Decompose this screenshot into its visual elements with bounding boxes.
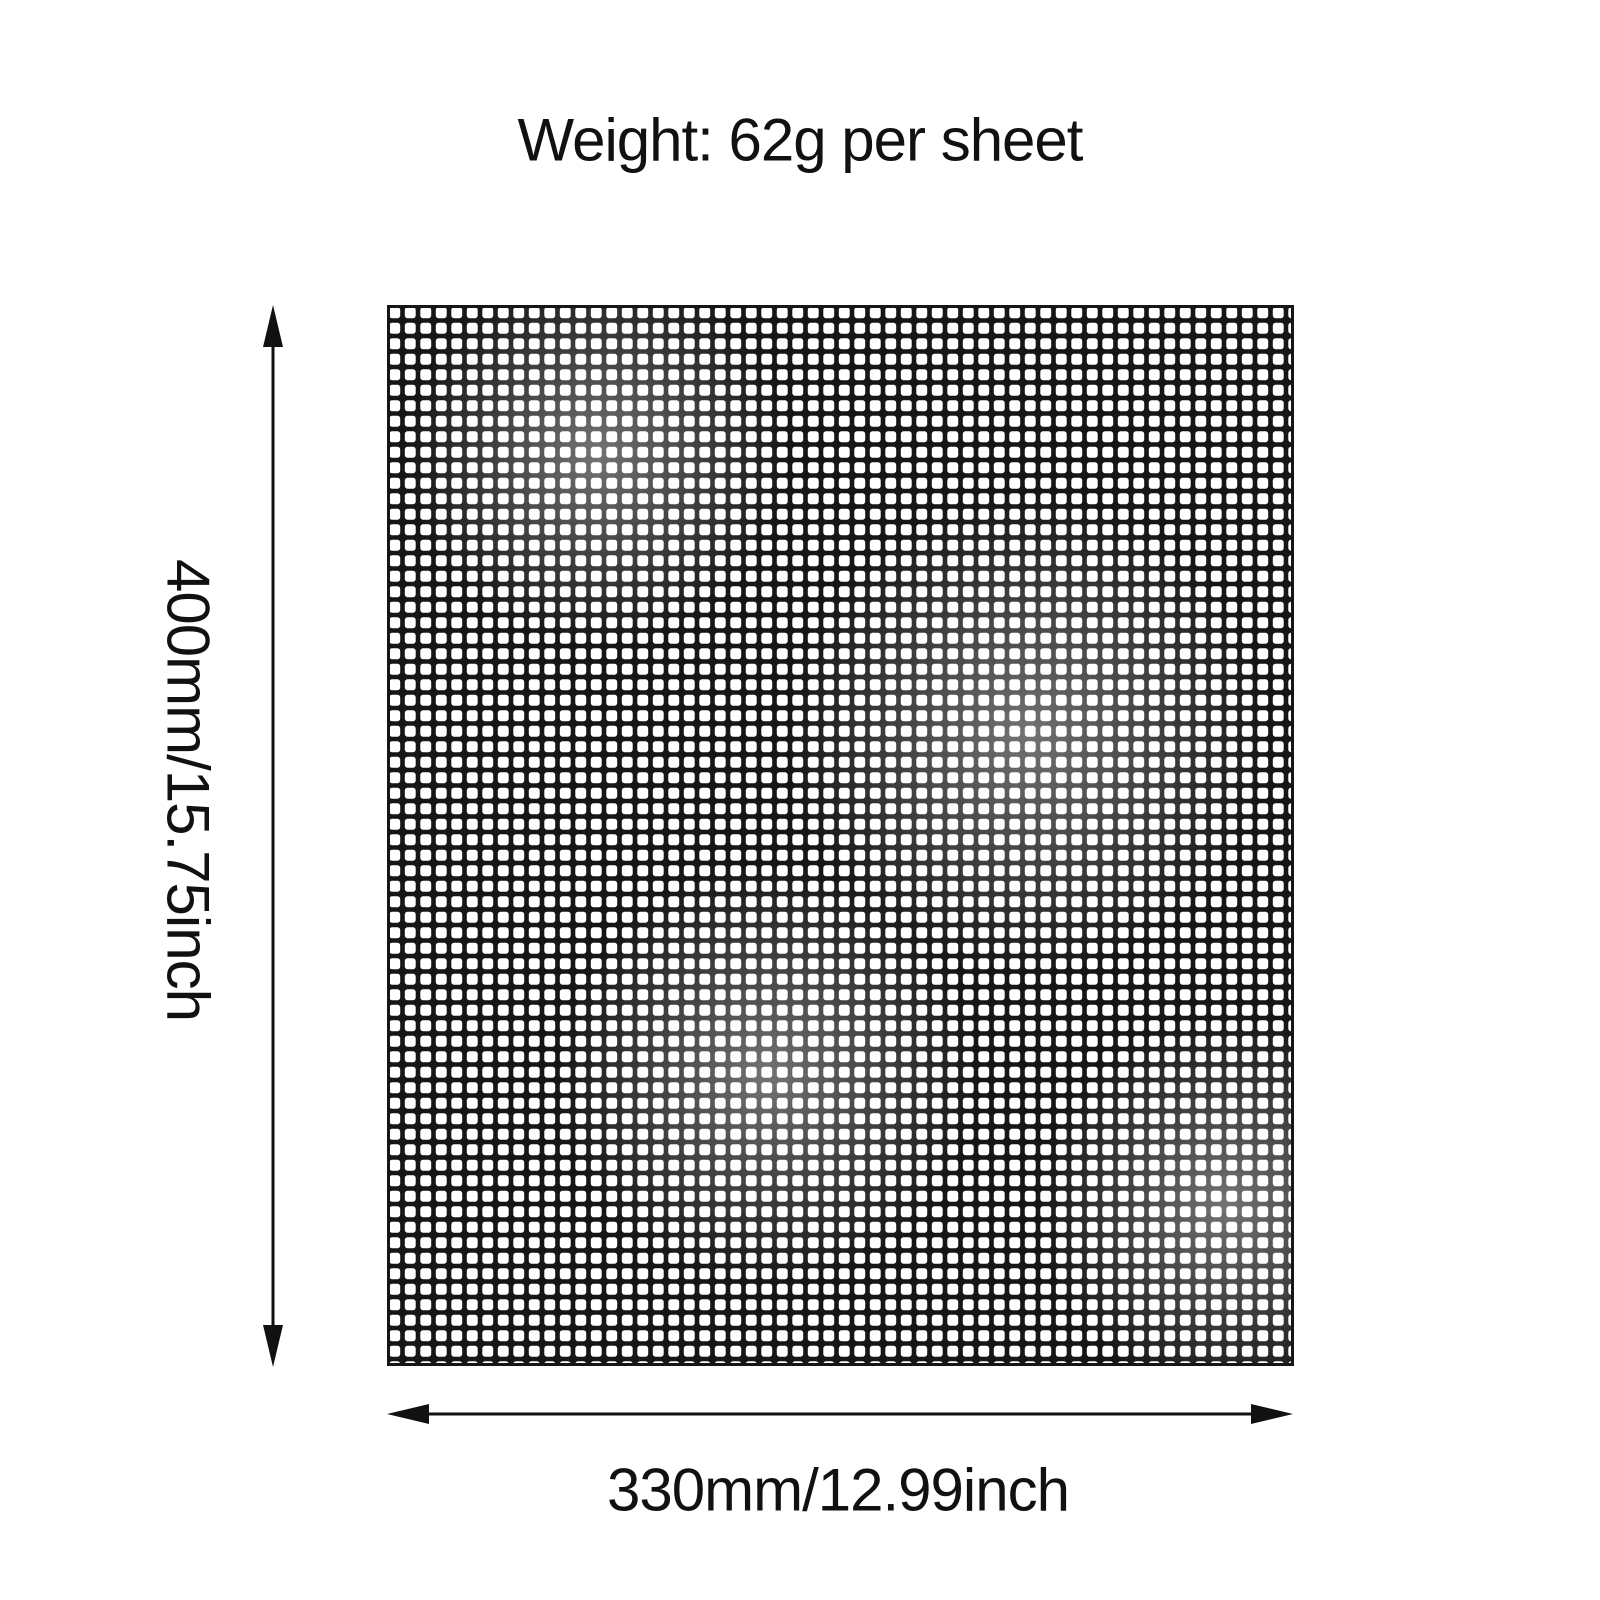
height-arrow-head-bottom	[263, 1325, 283, 1367]
mesh-moire-haze	[787, 495, 1267, 975]
weight-title: Weight: 62g per sheet	[517, 106, 1084, 175]
mesh-border	[387, 305, 1294, 1366]
mesh-sheet-image	[387, 305, 1294, 1366]
width-arrow-icon	[387, 1404, 1293, 1424]
mesh-moire-haze	[1037, 1015, 1294, 1366]
height-dimension-label: 400mm/15.75inch	[154, 559, 223, 1021]
width-dimension-label: 330mm/12.99inch	[607, 1456, 1070, 1525]
width-arrow-head-right	[1251, 1404, 1293, 1424]
height-dimension-text: 400mm/15.75inch	[154, 559, 222, 1021]
height-arrow-icon	[263, 305, 283, 1367]
weight-title-text: Weight: 62g per sheet	[517, 106, 1084, 174]
width-arrow-head-left	[387, 1404, 429, 1424]
height-arrow-head-top	[263, 305, 283, 347]
width-dimension-text: 330mm/12.99inch	[607, 1456, 1070, 1524]
mesh-moire-haze	[407, 305, 787, 645]
mesh-moire-haze	[557, 865, 977, 1285]
